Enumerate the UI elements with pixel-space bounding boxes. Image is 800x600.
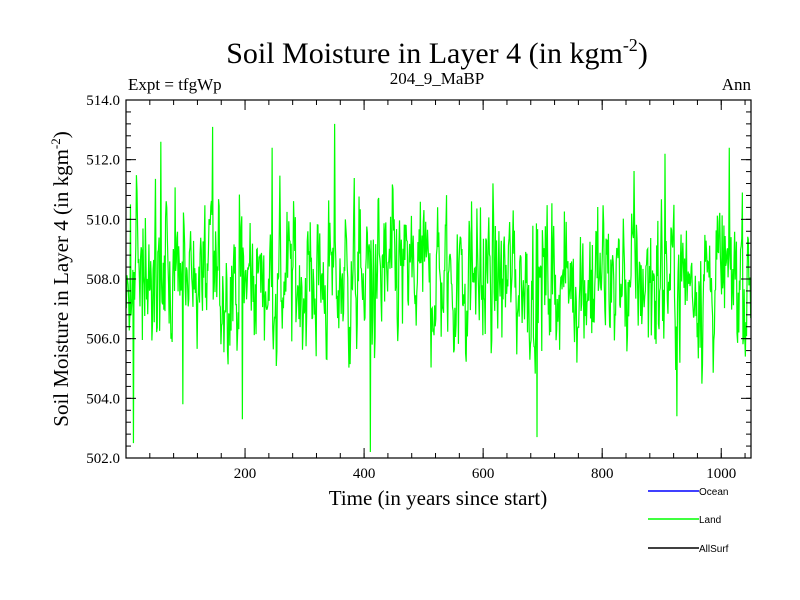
experiment-label: Expt = tfgWp [128, 75, 222, 94]
y-axis-label: Soil Moisture in Layer 4 (in kgm-2) [48, 131, 73, 426]
x-tick-label: 400 [353, 466, 376, 482]
run-label: 204_9_MaBP [390, 69, 484, 88]
y-tick-label: 502.0 [86, 451, 120, 467]
axis-ticks: 200 400 600 800 1000 502.0 504.0 506.0 508.0 510.… [86, 93, 751, 482]
series-land-line [125, 123, 752, 453]
y-tick-label: 504.0 [86, 391, 120, 407]
y-tick-label: 514.0 [86, 93, 120, 109]
x-tick-label: 600 [472, 466, 495, 482]
y-tick-label: 510.0 [86, 212, 120, 228]
x-tick-label: 800 [591, 466, 614, 482]
x-tick-label: 200 [234, 466, 257, 482]
x-axis-label: Time (in years since start) [329, 486, 548, 510]
x-tick-label: 1000 [706, 466, 736, 482]
legend-land-label: Land [699, 515, 721, 526]
y-tick-label: 508.0 [86, 272, 120, 288]
y-tick-label: 506.0 [86, 332, 120, 348]
plot-frame [125, 99, 752, 459]
y-tick-label: 512.0 [86, 153, 120, 169]
season-label: Ann [722, 75, 752, 94]
legend-ocean-label: Ocean [699, 487, 728, 498]
legend-allsurf-label: AllSurf [699, 544, 729, 555]
legend: Ocean Land AllSurf [648, 487, 729, 555]
series-land-group [125, 123, 752, 453]
chart-title: Soil Moisture in Layer 4 (in kgm-2) [226, 35, 648, 70]
